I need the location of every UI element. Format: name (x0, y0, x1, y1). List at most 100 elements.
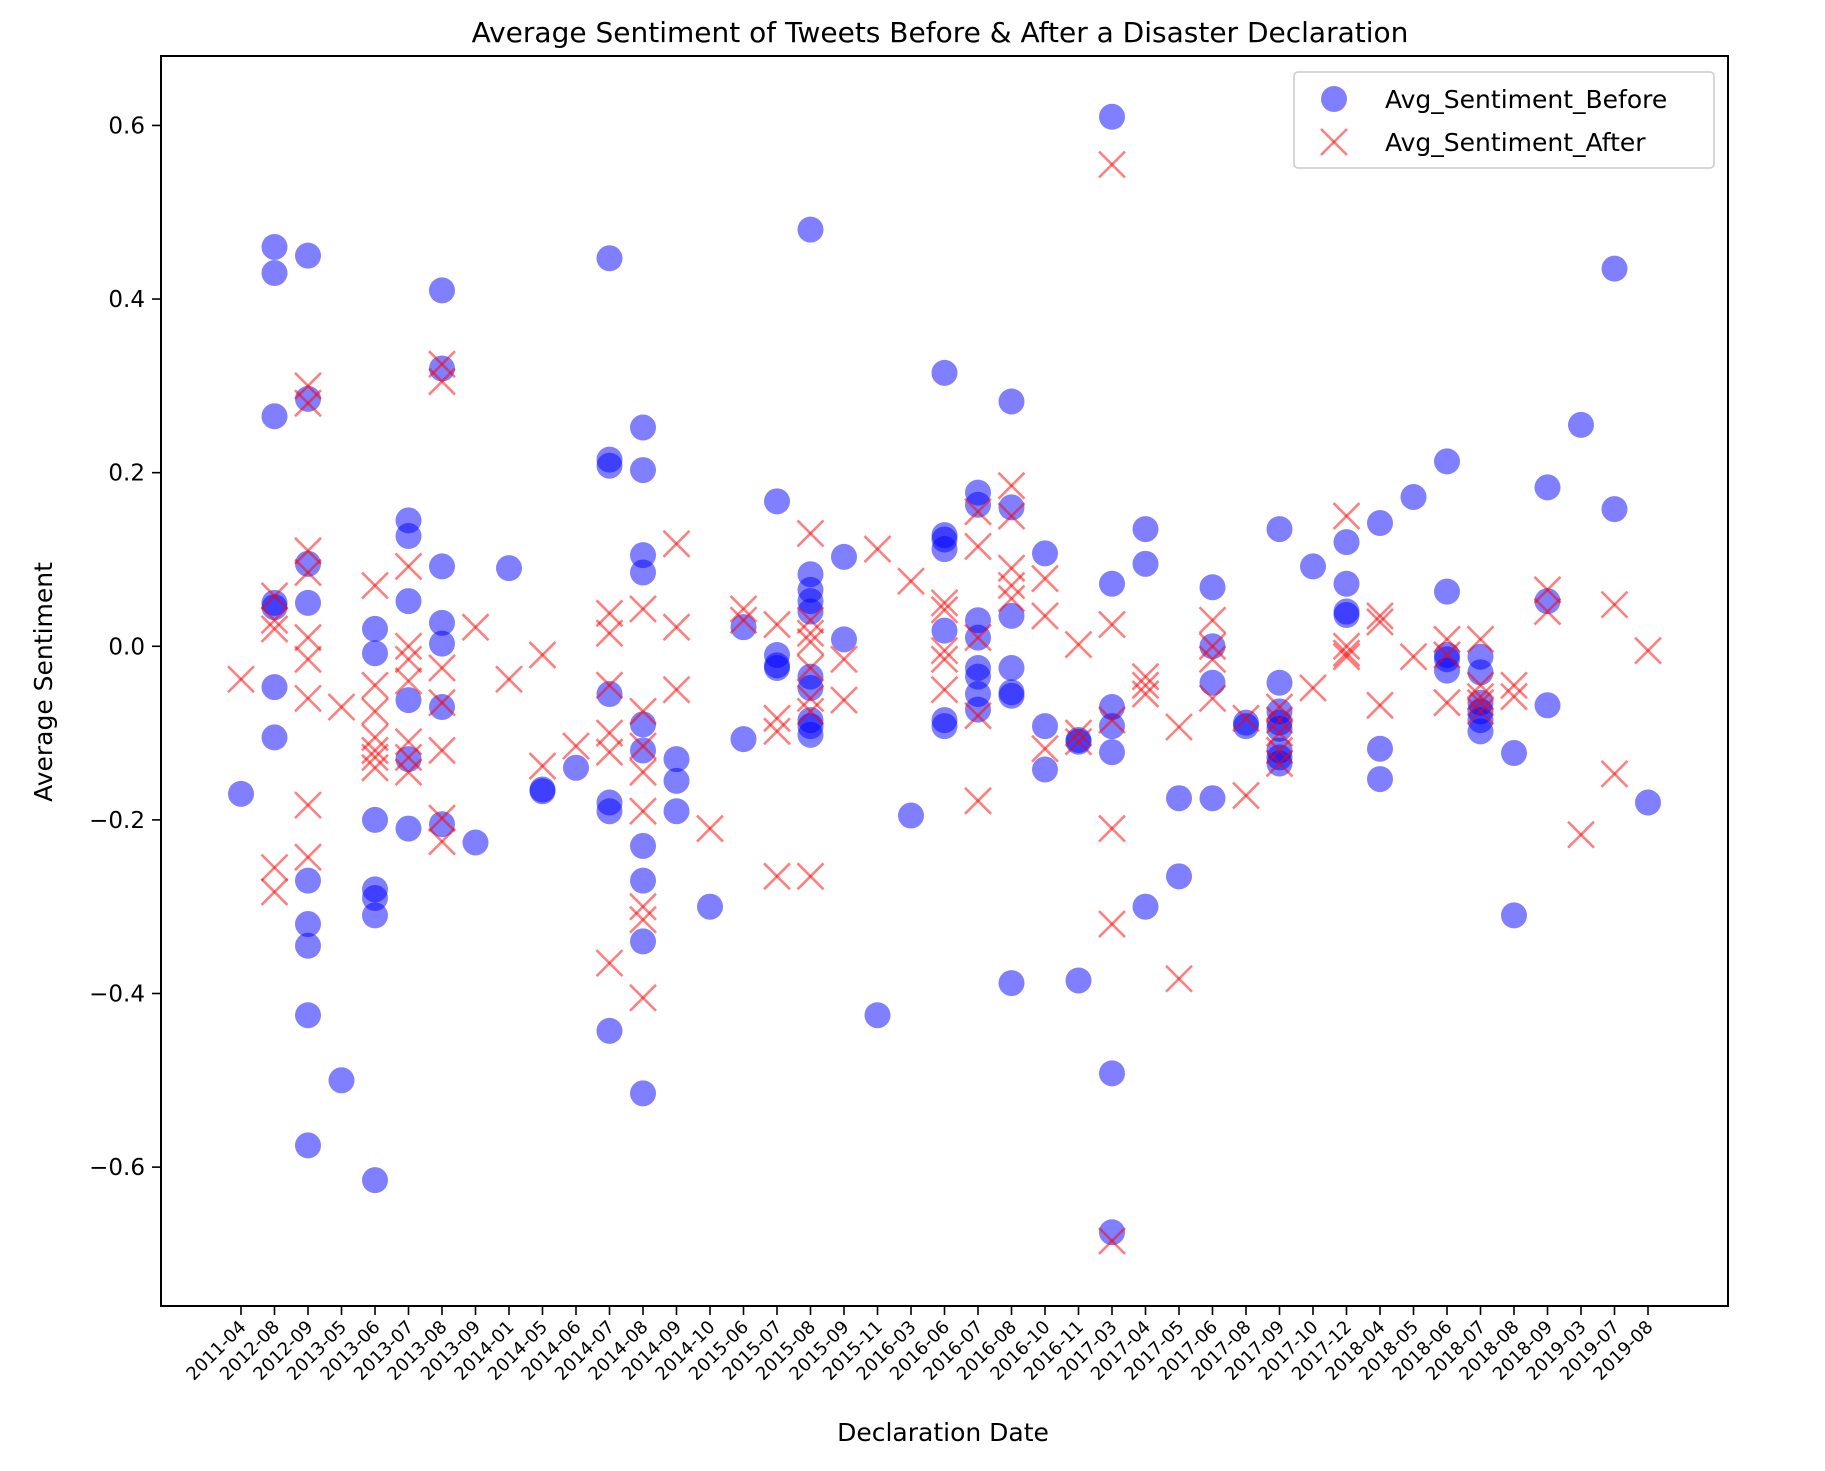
point-before (1501, 902, 1527, 929)
point-before (295, 867, 321, 894)
point-before (898, 802, 924, 829)
point-before (630, 559, 656, 586)
point-after (1165, 713, 1193, 741)
point-after (1064, 719, 1093, 748)
point-after (394, 552, 423, 581)
point-after (796, 697, 825, 726)
point-before (261, 594, 288, 621)
point-before (931, 359, 958, 386)
point-before (1099, 1060, 1125, 1087)
point-after (696, 814, 724, 843)
point-after (662, 529, 691, 558)
point-after (997, 584, 1026, 613)
point-after (294, 843, 322, 872)
point-before (261, 403, 288, 430)
point-after (1366, 691, 1394, 720)
point-before (1266, 516, 1293, 543)
point-after (1098, 610, 1126, 639)
point-before (730, 726, 757, 753)
plot-points (227, 103, 1662, 1255)
point-after (394, 743, 423, 772)
x-axis-label: Declaration Date (837, 1418, 1049, 1447)
point-before (630, 737, 656, 764)
point-after (662, 675, 691, 704)
point-after (361, 723, 389, 752)
point-before (596, 1017, 623, 1044)
point-before (1601, 496, 1628, 523)
point-before (295, 589, 321, 616)
point-before (998, 682, 1025, 709)
point-before (1199, 785, 1226, 812)
point-before (1233, 713, 1259, 740)
point-after (830, 645, 858, 674)
point-after (294, 645, 322, 674)
point-before (1166, 785, 1192, 812)
point-before (998, 494, 1025, 521)
point-before (596, 452, 623, 479)
point-before (630, 1080, 656, 1107)
point-after (1265, 706, 1294, 734)
point-before (1434, 657, 1460, 684)
y-axis: −0.6 −0.4 −0.2 0.0 0.2 0.4 0.6 (89, 113, 161, 1181)
point-before (429, 277, 455, 304)
point-before (1132, 550, 1159, 577)
point-before (998, 970, 1025, 997)
point-before (998, 654, 1025, 681)
point-before (395, 687, 422, 714)
point-before (663, 746, 690, 773)
point-after (361, 743, 389, 772)
point-after (763, 610, 791, 639)
point-before (529, 778, 556, 805)
point-after (1332, 632, 1361, 661)
point-before (362, 806, 388, 833)
point-before (831, 543, 857, 570)
point-before (931, 617, 958, 644)
point-before (1434, 448, 1460, 475)
point-after (595, 619, 624, 648)
point-before (295, 385, 321, 412)
point-after (662, 613, 691, 642)
point-after (394, 758, 423, 787)
point-before (429, 609, 455, 636)
point-before (1266, 715, 1293, 742)
point-before (295, 1002, 321, 1029)
point-before (1601, 255, 1628, 282)
point-before (630, 867, 656, 894)
point-after (1198, 645, 1227, 674)
point-after (1265, 693, 1294, 721)
point-before (261, 724, 288, 751)
point-after (1265, 749, 1294, 778)
point-after (1433, 688, 1461, 717)
point-after (1600, 759, 1629, 788)
point-before (797, 216, 824, 243)
point-before (797, 598, 824, 625)
point-before (630, 928, 656, 955)
legend-label-after: Avg_Sentiment_After (1385, 128, 1646, 157)
point-after (1131, 671, 1160, 700)
point-after (227, 665, 255, 694)
point-after (294, 684, 322, 713)
legend-label-before: Avg_Sentiment_Before (1385, 85, 1667, 114)
point-after (428, 367, 456, 396)
point-after (863, 535, 892, 563)
point-after (729, 606, 758, 635)
point-after (1466, 697, 1495, 726)
point-after (930, 675, 959, 704)
point-before (429, 630, 455, 657)
point-after (1332, 642, 1361, 671)
point-after (428, 654, 456, 682)
point-before (1300, 553, 1326, 580)
point-before (1534, 474, 1561, 501)
point-after (1098, 1226, 1126, 1255)
y-tick-label: −0.4 (89, 982, 145, 1008)
point-before (395, 815, 422, 842)
point-after (964, 701, 992, 730)
point-after (629, 892, 657, 921)
point-after (428, 736, 456, 765)
point-after (763, 862, 791, 891)
point-before (965, 491, 991, 518)
point-after (1098, 706, 1126, 734)
point-after (294, 389, 322, 418)
point-before (462, 829, 489, 856)
point-before (1333, 602, 1360, 629)
